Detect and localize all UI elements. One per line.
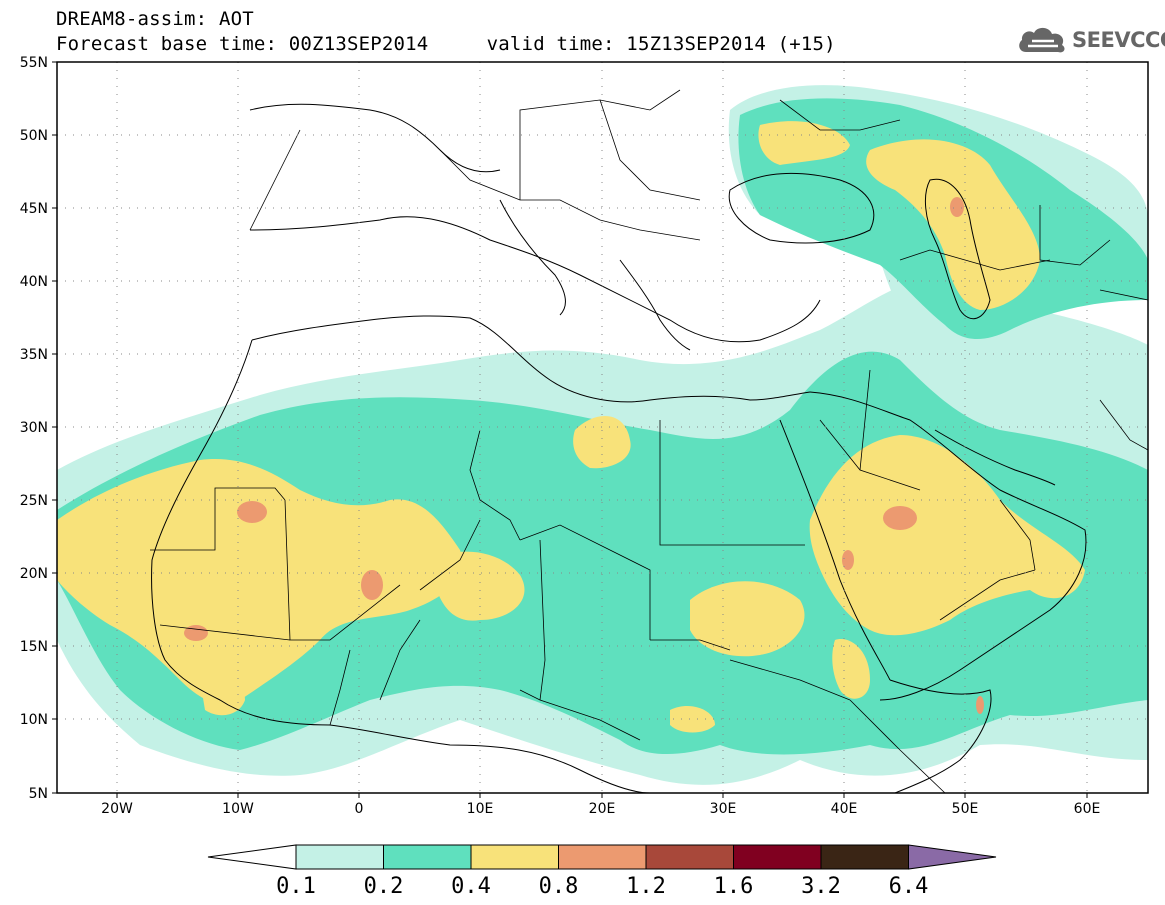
colorbar-label: 1.2 (626, 874, 666, 899)
lon-label: 20W (101, 801, 133, 817)
aot-band-0.8-niger (361, 570, 383, 600)
lat-label: 30N (20, 420, 48, 436)
colorbar-swatch-3 (558, 844, 647, 870)
aot-band-0.4-chad (430, 551, 525, 621)
lon-label: 10E (467, 801, 494, 817)
lat-label: 55N (20, 55, 48, 71)
lat-label: 20N (20, 566, 48, 582)
lon-label: 30E (710, 801, 737, 817)
aot-band-0.8-algeria (237, 501, 267, 523)
coastline-horn (889, 679, 992, 793)
coastline-caspian (925, 178, 991, 320)
aot-band-0.8-caspian (950, 197, 964, 217)
aot-band-0.8-somalia (976, 696, 984, 714)
colorbar-under-arrow (207, 844, 297, 870)
lat-label: 5N (29, 786, 48, 802)
coastline-italy (499, 199, 566, 316)
coastlines (151, 103, 1087, 793)
colorbar-swatch-2 (470, 844, 559, 870)
lat-label: 45N (20, 201, 48, 217)
colorbar-label: 0.1 (276, 874, 316, 899)
lat-label: 10N (20, 712, 48, 728)
colorbar-swatch-4 (645, 844, 734, 870)
lon-label: 60E (1074, 801, 1101, 817)
colorbar-label: 0.4 (451, 874, 491, 899)
lat-label: 50N (20, 128, 48, 144)
colorbar-swatch-5 (733, 844, 822, 870)
coastline-med-south (251, 315, 811, 403)
aot-band-0.4-horn (832, 639, 870, 699)
colorbar (207, 844, 997, 870)
aot-band-0.8-mauritania (184, 625, 208, 641)
coastline-west-africa (151, 339, 651, 793)
cloud-icon (1019, 27, 1065, 53)
colorbar-label: 3.2 (801, 874, 841, 899)
colorbar-label: 0.2 (364, 874, 404, 899)
colorbar-over-arrow (908, 844, 997, 870)
colorbar-labels: 0.1 0.2 0.4 0.8 1.2 1.6 3.2 6.4 (276, 874, 928, 899)
aot-band-0.4-mali (200, 676, 245, 716)
aot-band-0.4-arabia (809, 435, 1085, 636)
logo-text: SEEVCCC (1072, 28, 1165, 52)
map-title: DREAM8-assim: AOT (56, 8, 254, 30)
aot-band-0.4-libya (573, 416, 631, 469)
lon-label: 0 (355, 801, 364, 817)
coastline-persian-gulf (934, 429, 1056, 486)
coastline-red-sea (779, 419, 891, 681)
aot-band-0.8-redsea (842, 550, 854, 570)
lon-labels: 20W 10W 0 10E 20E 30E 40E 50E 60E (101, 801, 1100, 817)
colorbar-label: 6.4 (889, 874, 929, 899)
colorbar-swatch-0 (295, 844, 384, 870)
lon-label: 20E (589, 801, 616, 817)
lon-label: 50E (952, 801, 979, 817)
lat-labels: 55N 50N 45N 40N 35N 30N 25N 20N 15N 10N … (20, 55, 48, 802)
coastline-black-sea (728, 173, 875, 244)
lon-label: 40E (831, 801, 858, 817)
coastline-europe (249, 216, 821, 343)
coastline-greece (619, 259, 691, 351)
colorbar-label: 1.6 (714, 874, 754, 899)
colorbar-swatch-1 (383, 844, 472, 870)
lat-label: 25N (20, 493, 48, 509)
coastline-arabia (809, 391, 1087, 701)
colorbar-label: 0.8 (539, 874, 579, 899)
country-borders (150, 89, 1148, 793)
lat-label: 40N (20, 274, 48, 290)
lon-label: 10W (222, 801, 254, 817)
seevccc-logo: SEEVCCC (1016, 24, 1165, 56)
aot-band-0.4-sudan (690, 581, 805, 657)
tick-marks (52, 61, 1088, 798)
lat-label: 15N (20, 639, 48, 655)
aot-band-0.8-saudi (883, 506, 917, 530)
forecast-time-line: Forecast base time: 00Z13SEP2014 valid t… (56, 33, 836, 55)
colorbar-swatch-6 (820, 844, 909, 870)
coastline-europe-north (249, 103, 501, 173)
lat-label: 35N (20, 347, 48, 363)
aot-band-0.4-caspian (866, 139, 1040, 310)
aot-band-0.4-ukraine (758, 121, 850, 165)
aot-band-0.4-car (670, 705, 715, 733)
